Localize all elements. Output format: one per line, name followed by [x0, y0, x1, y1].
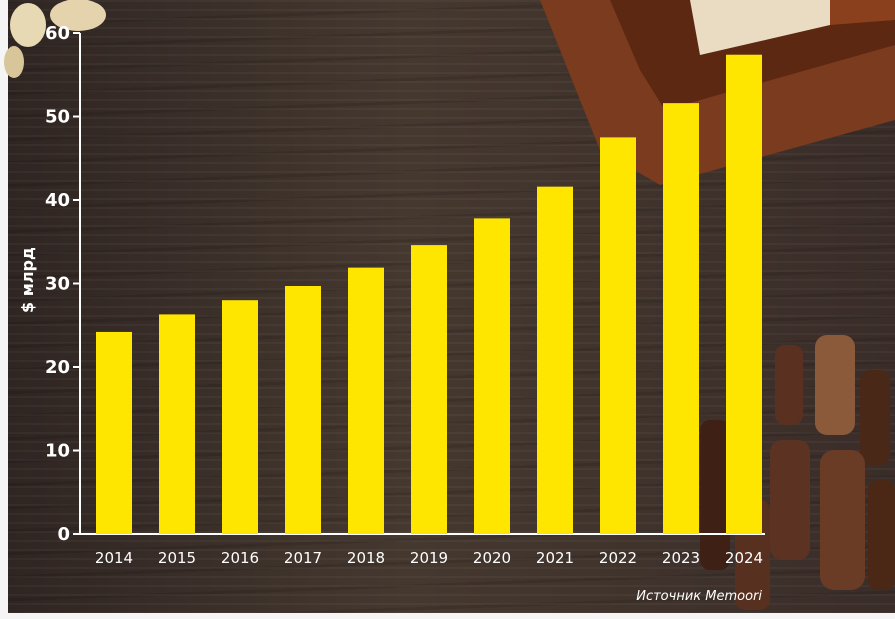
x-tick-label: 2018: [347, 549, 385, 567]
x-tick-label: 2017: [284, 549, 322, 567]
bar-2016: [222, 300, 258, 534]
bar-2017: [285, 286, 321, 534]
x-tick-label: 2020: [473, 549, 511, 567]
bar-2024: [726, 54, 762, 535]
y-axis-label: $ млрд: [18, 247, 37, 313]
y-tick-label: 40: [45, 190, 70, 211]
y-tick-label: 30: [45, 274, 70, 295]
chess-pieces-decoration: [4, 0, 895, 610]
y-tick-label: 60: [45, 23, 70, 44]
y-axis-ticks: 0 10 20 30 40 50 60: [45, 23, 80, 545]
y-tick-label: 50: [45, 107, 70, 128]
x-tick-label: 2022: [599, 549, 637, 567]
y-tick-label: 0: [57, 524, 70, 545]
x-axis-labels: 2014 2015 2016 2017 2018 2019 2020 2021 2022 2023…: [95, 549, 763, 567]
x-tick-label: 2015: [158, 549, 196, 567]
x-tick-label: 2023: [662, 549, 700, 567]
x-tick-label: 2024: [725, 549, 763, 567]
bar-2020: [474, 218, 510, 534]
bar-2018: [348, 267, 384, 534]
bar-2019: [411, 245, 447, 534]
y-tick-label: 10: [45, 441, 70, 462]
x-tick-label: 2019: [410, 549, 448, 567]
bars-group: [96, 54, 762, 535]
chessboard-decoration: [540, 0, 895, 185]
bar-2021: [537, 186, 573, 534]
source-note: Источник Memoori: [636, 589, 762, 604]
bar-2022: [600, 137, 636, 534]
bar-2014: [96, 331, 132, 534]
x-tick-label: 2021: [536, 549, 574, 567]
x-tick-label: 2016: [221, 549, 259, 567]
bar-2015: [159, 314, 195, 534]
bar-2023: [663, 103, 699, 534]
y-tick-label: 20: [45, 357, 70, 378]
x-tick-label: 2014: [95, 549, 133, 567]
